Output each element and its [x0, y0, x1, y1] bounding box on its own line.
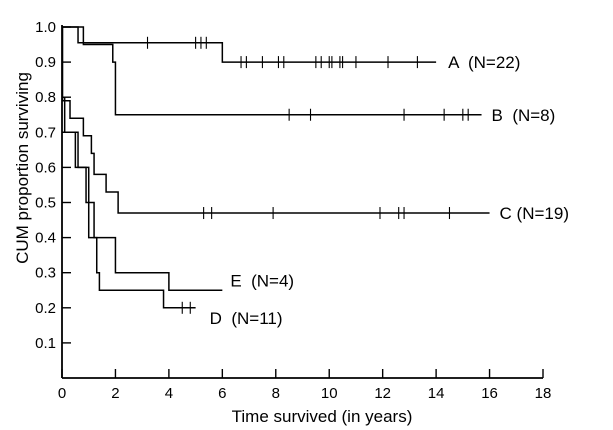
survival-curve: [62, 26, 482, 116]
y-tick-label: 0.2: [35, 300, 56, 317]
curve-label: A (N=22): [448, 53, 520, 72]
y-tick-label: 0.6: [35, 159, 56, 176]
series-a: [62, 26, 437, 69]
curve-label: C (N=19): [500, 204, 569, 223]
y-tick-label: 0.9: [35, 54, 56, 71]
series-c: [61, 26, 490, 220]
x-tick-label: 0: [58, 385, 66, 402]
curve-label: D (N=11): [210, 309, 283, 328]
plot-area: [61, 26, 490, 314]
series-e: [62, 131, 223, 291]
y-tick-label: 0.8: [35, 89, 56, 106]
survival-curve: [61, 26, 490, 214]
y-tick-label: 0.7: [35, 124, 56, 141]
axes: [61, 25, 543, 379]
series-d: [62, 96, 196, 314]
x-tick-label: 8: [272, 385, 280, 402]
x-tick-label: 14: [428, 385, 445, 402]
x-tick-label: 16: [481, 385, 498, 402]
x-tick-label: 12: [374, 385, 391, 402]
tick-labels: 0 2 4 6 8 10 12 14 16 18 0.1 0.2 0.3 0.4 0.5 0.6 0.7 0.8 0…: [35, 19, 551, 402]
survival-curve: [62, 131, 223, 291]
x-tick-label: 18: [535, 385, 552, 402]
x-tick-label: 6: [218, 385, 226, 402]
curve-labels: A (N=22) B (N=8) C (N=19) E (N=4) D (N=11): [210, 53, 569, 328]
x-axis-label: Time survived (in years): [232, 407, 413, 426]
survival-curve: [62, 96, 196, 309]
tick-marks: [61, 26, 544, 378]
x-tick-label: 4: [165, 385, 173, 402]
y-tick-label: 0.5: [35, 195, 56, 212]
curve-label: B (N=8): [492, 106, 556, 125]
y-tick-label: 0.1: [35, 335, 56, 352]
y-axis-label: CUM proportion surviving: [13, 72, 32, 264]
y-tick-label: 1.0: [35, 19, 56, 36]
y-tick-label: 0.4: [35, 230, 56, 247]
x-tick-label: 10: [321, 385, 338, 402]
x-tick-label: 2: [111, 385, 119, 402]
y-tick-label: 0.3: [35, 265, 56, 282]
survival-curve: [62, 26, 437, 63]
curve-label: E (N=4): [230, 271, 294, 290]
series-b: [62, 26, 482, 121]
